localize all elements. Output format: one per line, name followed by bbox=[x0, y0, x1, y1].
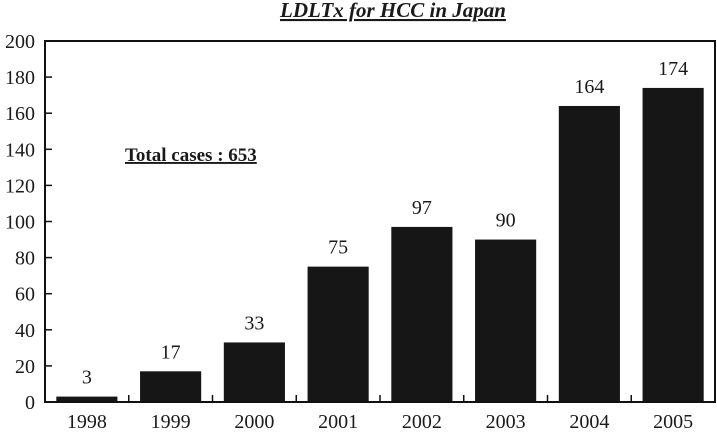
y-tick-label: 100 bbox=[5, 212, 35, 234]
plot-frame bbox=[44, 40, 716, 403]
y-tick-label: 60 bbox=[15, 284, 35, 306]
data-label-2000: 33 bbox=[244, 312, 264, 334]
data-label-1999: 17 bbox=[161, 341, 181, 363]
bar-1998 bbox=[56, 396, 118, 402]
data-label-2003: 90 bbox=[496, 210, 516, 232]
x-tick-label-2000: 2000 bbox=[234, 411, 274, 432]
y-tick-label: 80 bbox=[15, 248, 35, 270]
y-tick-label: 0 bbox=[25, 392, 35, 414]
y-tick-label: 200 bbox=[5, 31, 35, 53]
data-label-2002: 97 bbox=[412, 197, 432, 219]
x-tick-label-1999: 1999 bbox=[151, 411, 191, 432]
x-tick-label-2005: 2005 bbox=[653, 411, 693, 432]
bar-1999 bbox=[140, 371, 202, 402]
x-tick-label-1998: 1998 bbox=[67, 411, 107, 432]
y-tick-label: 40 bbox=[15, 320, 35, 342]
y-tick-label: 160 bbox=[5, 103, 35, 125]
y-tick-label: 140 bbox=[5, 139, 35, 161]
x-axis-ticks: 1998 1999 2000 2001 2002 2003 2004 2005 bbox=[67, 395, 693, 432]
bar-2003 bbox=[475, 239, 537, 402]
x-tick-label-2002: 2002 bbox=[402, 411, 442, 432]
data-label-2004: 164 bbox=[574, 76, 604, 98]
x-tick-label-2001: 2001 bbox=[318, 411, 358, 432]
y-tick-label: 120 bbox=[5, 175, 35, 197]
bar-2005 bbox=[642, 87, 704, 403]
bar-2004 bbox=[558, 105, 620, 402]
data-label-1998: 3 bbox=[82, 367, 92, 389]
total-cases-annotation: Total cases : 653 bbox=[125, 145, 257, 166]
data-label-2005: 174 bbox=[658, 58, 688, 80]
data-label-2001: 75 bbox=[328, 237, 348, 259]
bars-group bbox=[56, 87, 704, 403]
data-labels-group: 3 17 33 75 97 90 164 174 bbox=[82, 58, 688, 389]
y-tick-label: 20 bbox=[15, 356, 35, 378]
chart-title: LDLTx for HCC in Japan bbox=[279, 0, 506, 22]
x-tick-label-2004: 2004 bbox=[569, 411, 609, 432]
bar-2000 bbox=[223, 342, 285, 402]
x-tick-label-2003: 2003 bbox=[486, 411, 526, 432]
y-axis-ticks: 0 20 40 60 80 100 120 140 160 180 200 bbox=[5, 31, 52, 414]
y-tick-label: 180 bbox=[5, 67, 35, 89]
bar-2002 bbox=[391, 226, 453, 402]
bar-2001 bbox=[307, 266, 369, 402]
